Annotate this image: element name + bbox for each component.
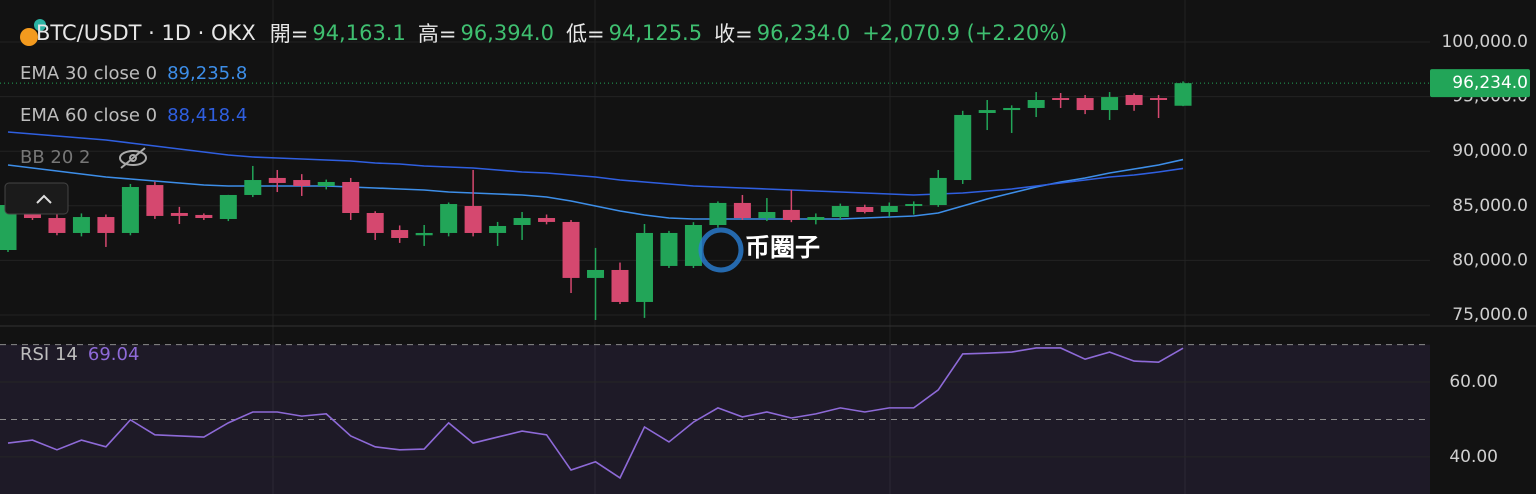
- candle-body: [1027, 100, 1045, 108]
- rsi-panel: 40.00 60.00: [0, 344, 1498, 494]
- y-tick-label: 100,000.0: [1441, 32, 1528, 52]
- candle-body: [880, 206, 898, 213]
- candle-body: [782, 209, 800, 220]
- candle-body: [831, 206, 849, 218]
- candle-body: [1101, 97, 1119, 111]
- last-price-label: 96,234.0: [1452, 73, 1528, 93]
- ema-line: [7, 131, 1184, 196]
- high: 96,394.0: [460, 21, 554, 45]
- y-tick-label: 75,000.0: [1452, 305, 1528, 325]
- close-label: 收=: [714, 22, 753, 46]
- candle-body: [48, 218, 66, 233]
- legend-name: RSI 14: [20, 344, 78, 365]
- candle-body: [905, 204, 923, 207]
- candle-body: [293, 180, 311, 187]
- legend-value: 69.04: [87, 344, 140, 365]
- legend-value: 89,235.8: [167, 63, 248, 84]
- candle-body: [660, 232, 678, 266]
- candle-body: [611, 269, 629, 302]
- candle-body: [1150, 98, 1168, 100]
- candle-body: [1174, 83, 1192, 106]
- candle-body: [268, 177, 286, 183]
- candle-body: [146, 185, 164, 216]
- price-panel: 75,000.080,000.085,000.090,000.095,000.0…: [0, 32, 1530, 325]
- bb-legend: BB 20 2: [20, 147, 91, 168]
- rsi-line: [7, 347, 1184, 480]
- candle-body: [807, 217, 825, 220]
- candle-body: [244, 180, 262, 195]
- y-tick-label: 90,000.0: [1452, 141, 1528, 161]
- watermark-logo: [698, 227, 744, 273]
- ema-line: [7, 158, 1184, 220]
- candle-body: [978, 110, 996, 113]
- candle-body: [562, 221, 580, 278]
- legend-name: BB 20 2: [20, 147, 91, 168]
- candle-body: [1125, 94, 1143, 106]
- candle-body: [440, 204, 458, 233]
- candle-body: [170, 212, 188, 216]
- candle-body: [709, 202, 727, 225]
- change: +2,070.9 (+2.20%): [862, 21, 1068, 45]
- ema60-legend: EMA 60 close 0 88,418.4: [20, 105, 247, 126]
- y-tick-label: 80,000.0: [1452, 250, 1528, 270]
- symbol: BTC/USDT · 1D · OKX: [36, 21, 256, 45]
- rsi-legend: RSI 14 69.04: [20, 344, 139, 365]
- close: 96,234.0: [756, 21, 851, 45]
- open-label: 開=: [269, 22, 309, 46]
- candle-body: [219, 194, 237, 219]
- low-label: 低=: [565, 22, 605, 46]
- candle-body: [1052, 98, 1070, 100]
- candle-body: [1003, 107, 1021, 111]
- candle-body: [23, 212, 41, 219]
- low: 94,125.5: [608, 21, 703, 45]
- candle-body: [121, 187, 139, 233]
- candle-body: [684, 225, 702, 266]
- candle-body: [464, 206, 482, 233]
- legend-value: 88,418.4: [167, 105, 248, 126]
- last-price-tag: [1430, 69, 1530, 98]
- high-label: 高=: [417, 22, 457, 46]
- coin-icon: [20, 28, 38, 46]
- candle-body: [587, 269, 605, 278]
- candle-body: [97, 217, 115, 233]
- y-tick-label: 40.00: [1449, 447, 1498, 467]
- candle-body: [538, 218, 556, 222]
- y-tick-label: 60.00: [1449, 372, 1498, 392]
- candle-body: [317, 181, 335, 187]
- eye-slash-icon: [119, 147, 147, 169]
- candle-body: [954, 114, 972, 181]
- candle-body: [366, 212, 384, 233]
- legend-name: EMA 60 close 0: [20, 105, 158, 126]
- chevron-icon: [36, 194, 52, 204]
- candle-body: [635, 232, 653, 302]
- candle-body: [1076, 98, 1094, 111]
- candle-body: [72, 217, 90, 233]
- collapse-button[interactable]: [4, 182, 69, 215]
- candle-body: [391, 230, 409, 238]
- candle-body: [415, 232, 433, 236]
- candle-body: [195, 214, 213, 219]
- legend-name: EMA 30 close 0: [20, 63, 158, 84]
- candle-body: [758, 212, 776, 219]
- header: BTC/USDT · 1D · OKX 開= 94,163.1 高= 96,394.…: [20, 18, 1067, 48]
- candle-body: [513, 218, 531, 225]
- candle-body: [733, 202, 751, 219]
- ema30-legend: EMA 30 close 0 89,235.8: [20, 63, 247, 84]
- candle-body: [0, 205, 17, 250]
- coin-icon-badge: [34, 19, 46, 31]
- candle-body: [856, 206, 874, 213]
- y-tick-label: 85,000.0: [1452, 196, 1528, 216]
- candle-body: [489, 225, 507, 233]
- open: 94,163.1: [312, 21, 406, 45]
- candle-body: [929, 177, 947, 206]
- watermark: 币圈子: [745, 233, 820, 262]
- candle-body: [342, 181, 360, 213]
